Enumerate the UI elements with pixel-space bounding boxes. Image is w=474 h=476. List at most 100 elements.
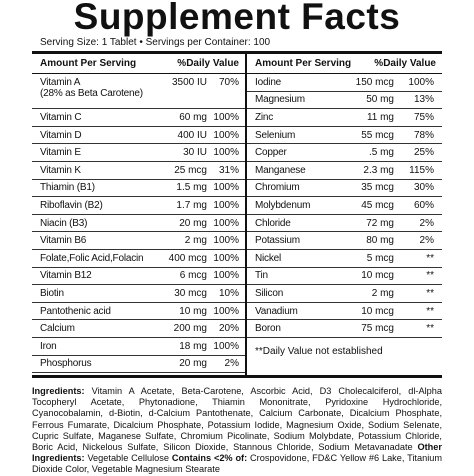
nutrient-amount: 5 mcg	[366, 252, 394, 264]
contains-text: Crospovidone, FD&C Yellow #6 Lake, Titan…	[32, 453, 442, 475]
facts-panel: Amount Per Serving %Daily Value Vitamin …	[32, 54, 247, 375]
nutrient-row: Manganese 2.3 mg 115%	[247, 162, 442, 180]
nutrient-name: Pantothenic acid	[40, 306, 111, 317]
nutrient-dv: 30%	[413, 182, 434, 194]
nutrient-amount: 2.3 mg	[363, 164, 394, 176]
nutrient-amount: 10 mcg	[361, 270, 394, 282]
nutrient-label: Vitamin B6	[40, 235, 87, 247]
nutrient-amount: 1.7 mg	[176, 199, 207, 211]
nutrient-dv: 100%	[213, 340, 239, 352]
nutrient-label: Vitamin C	[40, 111, 82, 123]
nutrient-amount: 20 mg	[179, 217, 207, 229]
nutrient-label: Copper	[255, 147, 287, 159]
nutrient-amount: 45 mcg	[361, 199, 394, 211]
nutrient-row: Magnesium 50 mg 13%	[247, 92, 442, 110]
nutrient-label: Molybdenum	[255, 199, 311, 211]
nutrient-row: Biotin 30 mcg 10%	[32, 285, 245, 303]
nutrient-row: Silicon 2 mg **	[247, 285, 442, 303]
nutrient-label: Tin	[255, 270, 268, 282]
header-dv: %Daily Value	[177, 58, 239, 69]
nutrient-label: Vitamin K	[40, 164, 81, 176]
nutrient-amount: 3500 IU	[171, 77, 207, 88]
nutrient-amount: 30 mcg	[174, 287, 207, 299]
nutrient-dv: 70%	[218, 77, 239, 88]
header-amount: Amount Per Serving	[40, 58, 137, 69]
nutrient-dv: 100%	[213, 252, 239, 264]
nutrient-amount: 30 IU	[183, 147, 207, 159]
nutrient-label: Boron	[255, 323, 281, 335]
nutrient-dv: 115%	[409, 164, 434, 176]
nutrient-row: Potassium 80 mg 2%	[247, 232, 442, 250]
nutrient-label: Vitamin A	[40, 77, 81, 88]
nutrient-name: Silicon	[255, 288, 283, 299]
nutrient-note: (28% as Beta Carotene)	[40, 88, 143, 99]
nutrient-row: Vitamin B12 6 mcg 100%	[32, 268, 245, 286]
nutrient-dv: 75%	[413, 111, 434, 123]
nutrient-row: Iodine 150 mcg 100%	[247, 74, 442, 92]
nutrient-amount: 72 mg	[366, 217, 394, 229]
nutrient-row: Tin 10 mcg **	[247, 268, 442, 286]
nutrient-label: Iron	[40, 340, 57, 352]
header-amount: Amount Per Serving	[255, 58, 352, 69]
nutrient-amount: 35 mcg	[361, 182, 394, 194]
nutrient-row: Pantothenic acid 10 mg 100%	[32, 303, 245, 321]
other-ingredients-label: Other Ingredients:	[32, 442, 442, 464]
nutrient-label: Magnesium	[255, 94, 305, 106]
header-dv: %Daily Value	[374, 58, 436, 69]
nutrient-name: Chloride	[255, 218, 291, 229]
nutrient-label: Nickel	[255, 252, 282, 264]
nutrient-amount: 2 mg	[371, 287, 394, 299]
nutrient-name: Niacin (B3)	[40, 218, 87, 229]
nutrient-row: Thiamin (B1) 1.5 mg 100%	[32, 180, 245, 198]
facts-panel: Amount Per Serving %Daily Value Iodine 15…	[247, 54, 442, 375]
nutrient-name: Iodine	[255, 77, 281, 88]
nutrient-label: Folate,Folic Acid,Folacin	[40, 252, 144, 264]
nutrient-row: Vitamin B6 2 mg 100%	[32, 232, 245, 250]
nutrient-amount: 75 mcg	[361, 323, 394, 335]
nutrient-row: Chloride 72 mg 2%	[247, 215, 442, 233]
nutrient-amount: 55 mcg	[361, 129, 394, 141]
nutrient-name: Riboflavin (B2)	[40, 200, 103, 211]
nutrient-label: Chloride	[255, 217, 291, 229]
nutrient-name: Vitamin B12	[40, 270, 92, 281]
nutrient-amount: 150 mcg	[355, 76, 394, 88]
nutrient-amount: 2 mg	[184, 235, 207, 247]
nutrient-row: Zinc 11 mg 75%	[247, 109, 442, 127]
nutrient-row: Niacin (B3) 20 mg 100%	[32, 215, 245, 233]
ingredients: Ingredients: Vitamin A Acetate, Beta-Car…	[32, 386, 442, 476]
nutrient-label: Niacin (B3)	[40, 217, 88, 229]
header-row: Amount Per Serving %Daily Value	[247, 54, 442, 74]
nutrient-name: Copper	[255, 147, 287, 158]
nutrient-amount: 200 mg	[173, 323, 207, 335]
nutrient-row: Vitamin A (28% as Beta Carotene) 3500 IU 70…	[32, 74, 245, 110]
nutrient-dv: 100%	[213, 147, 239, 159]
nutrient-label: Pantothenic acid	[40, 305, 111, 317]
nutrient-label: Potassium	[255, 235, 300, 247]
nutrient-amount: 6 mcg	[179, 270, 207, 282]
nutrient-amount: 50 mg	[366, 94, 394, 106]
nutrient-row: Boron 75 mcg **	[247, 320, 442, 338]
contains-label: Contains <2% of:	[171, 453, 248, 464]
nutrient-name: Iron	[40, 340, 57, 352]
nutrient-dv: **	[426, 305, 434, 317]
ingredients-text: Vitamin A Acetate, Beta-Carotene, Ascorb…	[32, 386, 442, 453]
nutrient-amount: 20 mg	[179, 358, 207, 370]
nutrient-amount: 18 mg	[179, 340, 207, 352]
nutrient-label: Vitamin B12	[40, 270, 92, 282]
nutrient-label: Biotin	[40, 287, 64, 299]
nutrient-row: Folate,Folic Acid,Folacin 400 mcg 100%	[32, 250, 245, 268]
nutrient-name: Biotin	[40, 288, 64, 299]
nutrient-name: Vanadium	[255, 306, 298, 317]
nutrient-dv: 20%	[218, 323, 239, 335]
nutrient-row: Nickel 5 mcg **	[247, 250, 442, 268]
nutrient-label: Silicon	[255, 287, 284, 299]
title: Supplement Facts	[73, 0, 401, 37]
nutrient-label: Vitamin E	[40, 147, 81, 159]
nutrient-name: Vitamin B6	[40, 235, 86, 246]
nutrient-amount: 60 mg	[179, 111, 207, 123]
nutrient-amount: 25 mcg	[174, 164, 207, 176]
nutrient-label: Calcium	[40, 323, 75, 335]
nutrient-dv: 60%	[413, 199, 434, 211]
nutrient-dv: 100%	[213, 270, 239, 282]
nutrient-name: Vitamin C	[40, 111, 82, 123]
